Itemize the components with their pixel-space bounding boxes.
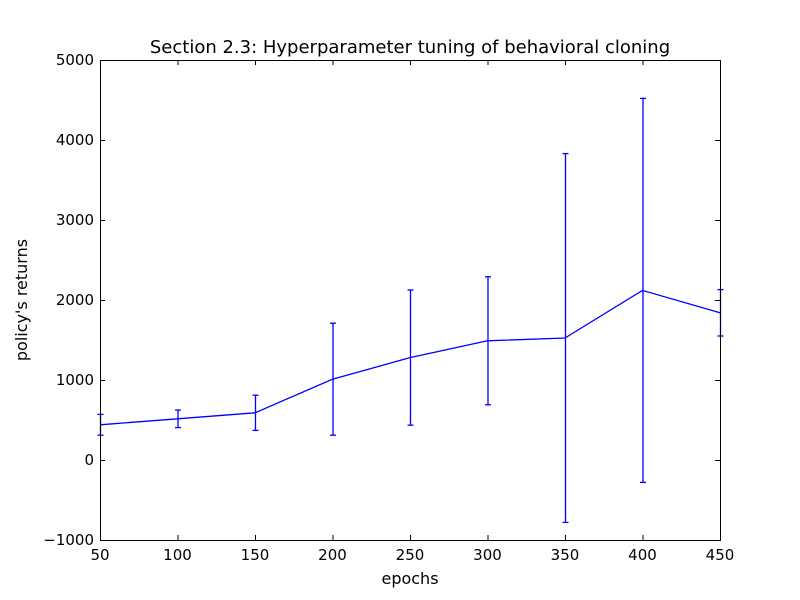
x-tick-label: 50 [90, 546, 109, 564]
y-tick-label: 1000 [56, 371, 94, 389]
series-line [99, 289, 721, 426]
x-tick-label: 100 [163, 546, 192, 564]
errorbar-layer [97, 97, 724, 524]
plot-area-frame [100, 60, 721, 541]
x-tick-label: 400 [628, 546, 657, 564]
y-tick-label: 2000 [56, 291, 94, 309]
x-axis-label: epochs [381, 569, 438, 588]
x-tick-label: 250 [396, 546, 425, 564]
y-tick-label: −1000 [43, 531, 94, 549]
y-axis-label: policy's returns [12, 239, 31, 361]
x-tick-label: 150 [241, 546, 270, 564]
y-tick-label: 0 [84, 451, 94, 469]
x-tick-label: 200 [318, 546, 347, 564]
x-tick-label: 300 [473, 546, 502, 564]
x-tick-label: 350 [551, 546, 580, 564]
y-tick-label: 3000 [56, 211, 94, 229]
y-tick-label: 5000 [56, 51, 94, 69]
y-tick-label: 4000 [56, 131, 94, 149]
chart-title: Section 2.3: Hyperparameter tuning of be… [150, 37, 670, 58]
ticks-layer: 50 100 150 200 250 300 350 400 450 −1000 0 1000 2000… [43, 51, 734, 564]
line-layer [99, 289, 721, 426]
x-tick-label: 450 [706, 546, 735, 564]
